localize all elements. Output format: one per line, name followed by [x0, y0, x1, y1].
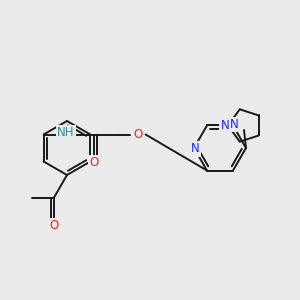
Text: O: O [50, 219, 58, 232]
Text: N: N [190, 142, 200, 155]
Text: N: N [220, 119, 230, 132]
Text: O: O [89, 156, 98, 169]
Text: N: N [230, 118, 238, 131]
Text: O: O [133, 128, 142, 141]
Text: NH: NH [57, 126, 74, 139]
